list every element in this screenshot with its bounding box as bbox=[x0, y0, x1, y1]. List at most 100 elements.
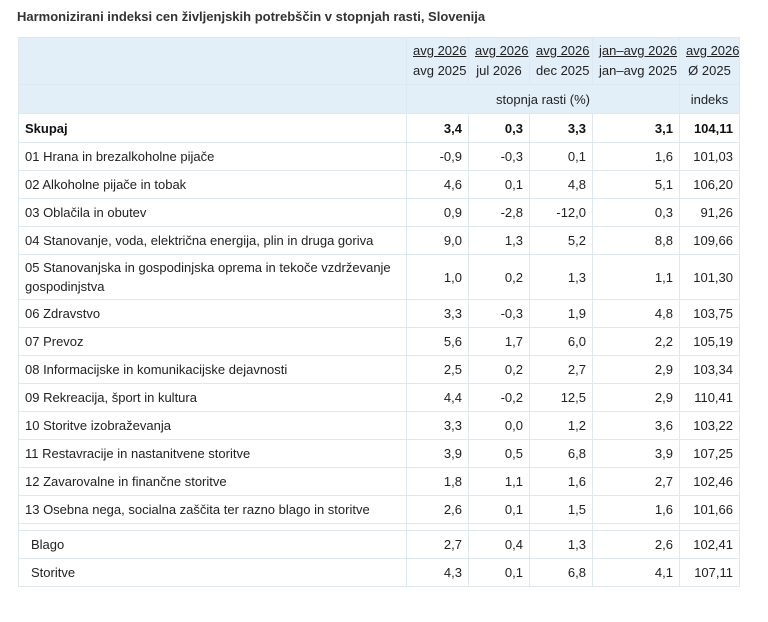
row-label: 12 Zavarovalne in finančne storitve bbox=[18, 467, 407, 496]
value-cell: 0,4 bbox=[468, 530, 530, 559]
table-row: 08 Informacijske in komunikacijske dejav… bbox=[18, 355, 740, 384]
value-cell: 0,1 bbox=[468, 558, 530, 587]
value-cell: 3,3 bbox=[406, 299, 469, 328]
value-cell: 4,4 bbox=[406, 383, 469, 412]
table-row: 01 Hrana in brezalkoholne pijače -0,9 -0,3… bbox=[18, 142, 740, 171]
value-cell: 4,6 bbox=[406, 170, 469, 199]
table-row: 05 Stanovanjska in gospodinjska oprema i… bbox=[18, 254, 740, 300]
value-cell: -2,8 bbox=[468, 198, 530, 227]
column-header-bottom: Ø 2025 bbox=[688, 63, 731, 78]
units-rate: stopnja rasti (%) bbox=[406, 84, 680, 114]
column-header-top[interactable]: avg 2026 bbox=[536, 43, 590, 58]
row-label: 07 Prevoz bbox=[18, 327, 407, 356]
spacer-row bbox=[18, 523, 740, 531]
column-header-top[interactable]: avg 2026 bbox=[686, 43, 740, 58]
value-cell: 2,7 bbox=[592, 467, 680, 496]
spacer-cell bbox=[679, 523, 740, 531]
value-cell: 2,7 bbox=[529, 355, 593, 384]
value-cell: 102,46 bbox=[679, 467, 740, 496]
value-cell: 1,7 bbox=[468, 327, 530, 356]
column-header-bottom: jan–avg 2025 bbox=[599, 63, 678, 78]
value-cell: 103,22 bbox=[679, 411, 740, 440]
column-header-top[interactable]: jan–avg 2026 bbox=[599, 43, 678, 58]
row-label: 11 Restavracije in nastanitvene storitve bbox=[18, 439, 407, 468]
column-header-4: jan–avg 2026 jan–avg 2025 bbox=[592, 37, 680, 85]
row-label: 05 Stanovanjska in gospodinjska oprema i… bbox=[18, 254, 407, 300]
value-cell: -0,2 bbox=[468, 383, 530, 412]
table-row: 03 Oblačila in obutev 0,9 -2,8 -12,0 0,3 91,2… bbox=[18, 198, 740, 227]
row-label: Storitve bbox=[18, 558, 407, 587]
header-corner bbox=[18, 84, 407, 114]
table-row: 06 Zdravstvo 3,3 -0,3 1,9 4,8 103,75 bbox=[18, 299, 740, 328]
value-cell: 105,19 bbox=[679, 327, 740, 356]
value-cell: 0,3 bbox=[468, 113, 530, 143]
value-cell: 101,30 bbox=[679, 254, 740, 300]
total-row: Skupaj 3,4 0,3 3,3 3,1 104,11 bbox=[18, 113, 740, 143]
value-cell: 1,1 bbox=[592, 254, 680, 300]
header-corner bbox=[18, 37, 407, 85]
value-cell: 1,6 bbox=[592, 495, 680, 524]
value-cell: 0,9 bbox=[406, 198, 469, 227]
value-cell: 3,3 bbox=[406, 411, 469, 440]
column-header-bottom: dec 2025 bbox=[536, 63, 590, 78]
value-cell: 3,9 bbox=[592, 439, 680, 468]
value-cell: 2,9 bbox=[592, 383, 680, 412]
column-header-3: avg 2026 dec 2025 bbox=[529, 37, 593, 85]
row-label: 10 Storitve izobraževanja bbox=[18, 411, 407, 440]
value-cell: 6,0 bbox=[529, 327, 593, 356]
value-cell: 1,3 bbox=[529, 530, 593, 559]
value-cell: 4,1 bbox=[592, 558, 680, 587]
value-cell: 3,4 bbox=[406, 113, 469, 143]
spacer-cell bbox=[18, 523, 407, 531]
value-cell: 101,66 bbox=[679, 495, 740, 524]
value-cell: 0,1 bbox=[468, 495, 530, 524]
value-cell: 101,03 bbox=[679, 142, 740, 171]
value-cell: 8,8 bbox=[592, 226, 680, 255]
column-header-top[interactable]: avg 2026 bbox=[475, 43, 529, 58]
value-cell: 1,8 bbox=[406, 467, 469, 496]
subtotal-row: Blago 2,7 0,4 1,3 2,6 102,41 bbox=[18, 530, 740, 559]
value-cell: 2,6 bbox=[592, 530, 680, 559]
value-cell: 0,2 bbox=[468, 355, 530, 384]
table-row: 13 Osebna nega, socialna zaščita ter raz… bbox=[18, 495, 740, 524]
value-cell: 1,9 bbox=[529, 299, 593, 328]
spacer-cell bbox=[468, 523, 530, 531]
value-cell: 110,41 bbox=[679, 383, 740, 412]
value-cell: 0,3 bbox=[592, 198, 680, 227]
spacer-cell bbox=[529, 523, 593, 531]
row-label: 04 Stanovanje, voda, električna energija… bbox=[18, 226, 407, 255]
value-cell: 1,5 bbox=[529, 495, 593, 524]
value-cell: 3,9 bbox=[406, 439, 469, 468]
value-cell: 4,8 bbox=[592, 299, 680, 328]
subtotal-row: Storitve 4,3 0,1 6,8 4,1 107,11 bbox=[18, 558, 740, 587]
column-header-top[interactable]: avg 2026 bbox=[413, 43, 467, 58]
value-cell: 0,5 bbox=[468, 439, 530, 468]
column-header-2: avg 2026 jul 2026 bbox=[468, 37, 530, 85]
value-cell: 103,75 bbox=[679, 299, 740, 328]
value-cell: 1,0 bbox=[406, 254, 469, 300]
value-cell: 1,3 bbox=[529, 254, 593, 300]
row-label: 08 Informacijske in komunikacijske dejav… bbox=[18, 355, 407, 384]
value-cell: 1,2 bbox=[529, 411, 593, 440]
value-cell: 91,26 bbox=[679, 198, 740, 227]
column-header-5: avg 2026 Ø 2025 bbox=[679, 37, 740, 85]
row-label: Blago bbox=[18, 530, 407, 559]
value-cell: 107,11 bbox=[679, 558, 740, 587]
value-cell: 104,11 bbox=[679, 113, 740, 143]
row-label: Skupaj bbox=[18, 113, 407, 143]
value-cell: 1,1 bbox=[468, 467, 530, 496]
spacer-cell bbox=[592, 523, 680, 531]
value-cell: 2,2 bbox=[592, 327, 680, 356]
table-title: Harmonizirani indeksi cen življenjskih p… bbox=[17, 9, 486, 24]
row-label: 03 Oblačila in obutev bbox=[18, 198, 407, 227]
header-row-units: stopnja rasti (%) indeks bbox=[18, 84, 740, 114]
value-cell: 12,5 bbox=[529, 383, 593, 412]
value-cell: 0,0 bbox=[468, 411, 530, 440]
value-cell: 3,1 bbox=[592, 113, 680, 143]
hicp-table: avg 2026 avg 2025 avg 2026 jul 2026 avg 20… bbox=[18, 37, 740, 587]
table-row: 04 Stanovanje, voda, električna energija… bbox=[18, 226, 740, 255]
row-label: 09 Rekreacija, šport in kultura bbox=[18, 383, 407, 412]
value-cell: -0,9 bbox=[406, 142, 469, 171]
row-label: 01 Hrana in brezalkoholne pijače bbox=[18, 142, 407, 171]
